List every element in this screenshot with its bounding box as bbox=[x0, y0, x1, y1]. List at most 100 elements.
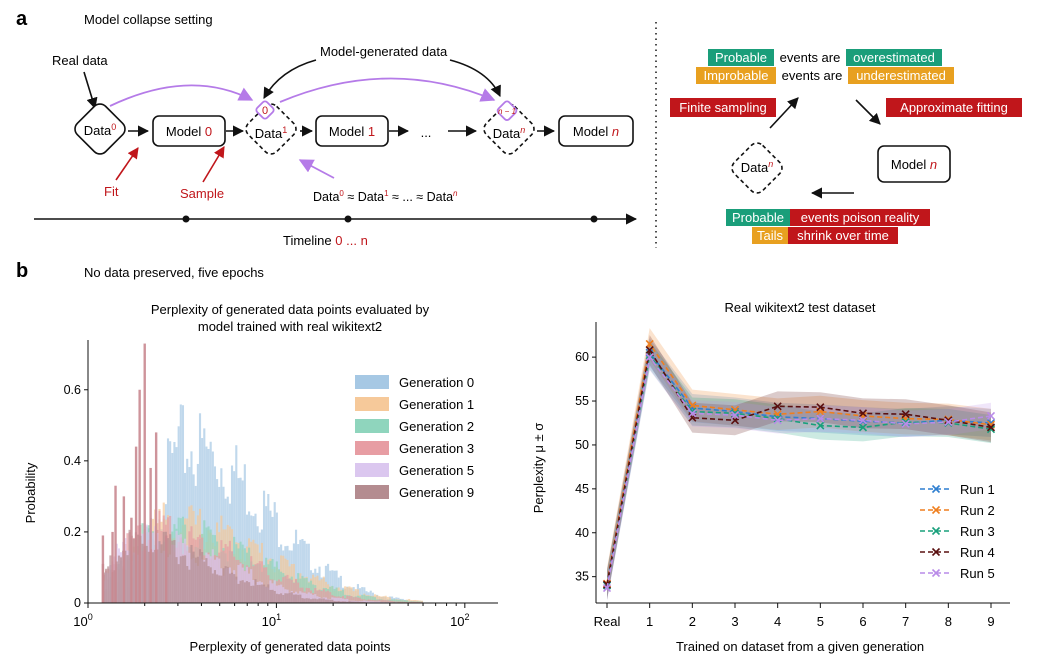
line-xtick-label: 6 bbox=[859, 614, 866, 629]
hist-spike bbox=[154, 432, 158, 603]
hist-bar bbox=[173, 441, 176, 603]
hist-bar bbox=[297, 594, 300, 603]
purple-arc-1 bbox=[109, 84, 254, 107]
line-ytick-label: 45 bbox=[575, 482, 589, 496]
hist-bar bbox=[410, 601, 413, 603]
hist-bar bbox=[115, 561, 118, 603]
hist-bar bbox=[376, 601, 379, 603]
hist-bar bbox=[361, 594, 364, 603]
series-point bbox=[816, 414, 825, 423]
hist-bar bbox=[412, 601, 415, 603]
hist-bar bbox=[322, 598, 325, 603]
hist-bar bbox=[301, 538, 304, 603]
hist-legend-label: Generation 1 bbox=[399, 397, 474, 412]
hist-bar bbox=[414, 599, 417, 603]
line-ytick-label: 40 bbox=[575, 526, 589, 540]
model1-label: Model bbox=[329, 124, 365, 139]
hist-bar bbox=[254, 579, 257, 603]
line-legend-label: Run 1 bbox=[960, 482, 995, 497]
hist-bar bbox=[314, 594, 317, 603]
hist-bar bbox=[329, 599, 332, 603]
cycle-tails: Tails bbox=[757, 228, 784, 243]
hist-bar bbox=[141, 543, 144, 603]
hist-bar bbox=[299, 539, 302, 603]
svg-text:Model 1: Model 1 bbox=[329, 124, 375, 139]
hist-bar bbox=[269, 510, 272, 603]
hist-bar bbox=[250, 585, 253, 603]
series-point bbox=[602, 584, 612, 593]
hist-bar bbox=[344, 601, 347, 603]
series-point bbox=[858, 423, 868, 432]
line-title: Real wikitext2 test dataset bbox=[724, 300, 875, 315]
hist-bar bbox=[194, 557, 197, 603]
histogram-chart: Perplexity of generated data points eval… bbox=[23, 302, 498, 654]
series-point bbox=[901, 419, 910, 428]
hist-bar bbox=[414, 601, 417, 603]
datan-marker-label: n − 1 bbox=[498, 107, 516, 116]
hist-bar bbox=[222, 568, 225, 603]
hist-bar bbox=[256, 584, 259, 603]
hist-bar bbox=[388, 600, 392, 603]
line-xlabel: Trained on dataset from a given generati… bbox=[676, 639, 924, 654]
hist-bar bbox=[369, 601, 372, 603]
hist-bar bbox=[359, 597, 362, 603]
fit-arrow bbox=[115, 147, 139, 181]
hist-legend-swatch bbox=[355, 441, 389, 455]
hist-bar bbox=[363, 600, 366, 603]
hist-bar bbox=[209, 441, 212, 603]
hist-xtick-label: 102 bbox=[450, 612, 469, 629]
hist-bar bbox=[211, 573, 214, 603]
line-legend-label: Run 3 bbox=[960, 524, 995, 539]
hist-bar bbox=[277, 585, 281, 603]
hist-legend-label: Generation 9 bbox=[399, 485, 474, 500]
hist-bar bbox=[352, 597, 355, 603]
hist-bar bbox=[416, 601, 419, 603]
finite-sampling-bg bbox=[670, 98, 776, 117]
series-point bbox=[986, 411, 996, 421]
svg-text:Model n: Model n bbox=[573, 124, 619, 139]
data0-node: Data0 bbox=[74, 103, 126, 155]
hist-bar bbox=[316, 599, 319, 603]
hist-bar bbox=[352, 601, 355, 603]
hist-bar bbox=[335, 601, 338, 603]
cycle-events-are-2: events are bbox=[782, 68, 843, 83]
hist-spike bbox=[122, 496, 126, 603]
hist-bar bbox=[331, 599, 334, 603]
hist-spike bbox=[164, 535, 168, 603]
hist-bar bbox=[177, 426, 180, 603]
hist-bar bbox=[326, 599, 330, 603]
hist-bar bbox=[162, 531, 165, 603]
hist-bar bbox=[305, 598, 308, 603]
hist-bar bbox=[314, 598, 317, 603]
hist-bar bbox=[169, 534, 172, 603]
hist-bar bbox=[350, 601, 353, 603]
line-legend-item: Run 1 bbox=[920, 482, 995, 497]
hist-bar bbox=[363, 594, 366, 603]
hist-bar bbox=[237, 583, 240, 603]
hist-bar bbox=[420, 600, 424, 603]
hist-bar bbox=[359, 601, 362, 603]
panel-a-title: Model collapse setting bbox=[84, 12, 213, 27]
cycle-datan-node: Datan bbox=[731, 142, 783, 194]
hist-bar bbox=[350, 596, 353, 603]
hist-bar bbox=[354, 596, 357, 603]
hist-bar bbox=[267, 584, 270, 603]
hist-bar bbox=[173, 540, 176, 603]
hist-bar bbox=[239, 580, 242, 603]
hist-bar bbox=[367, 599, 370, 603]
line-ytick-label: 35 bbox=[575, 570, 589, 584]
line-legend-item: Run 4 bbox=[920, 545, 995, 560]
approx-chain: Data0 ≈ Data1 ≈ ... ≈ Datan bbox=[313, 189, 458, 204]
panel-a-letter: a bbox=[16, 8, 28, 30]
hist-bar bbox=[301, 592, 304, 603]
hist-bar bbox=[203, 561, 206, 603]
hist-bar bbox=[228, 573, 231, 603]
hist-bar bbox=[107, 566, 110, 603]
hist-bar bbox=[335, 597, 338, 603]
hist-bar bbox=[303, 540, 306, 603]
hist-bar bbox=[294, 578, 298, 603]
data1-sup: 1 bbox=[282, 125, 287, 135]
hist-bar bbox=[233, 574, 236, 603]
series-point bbox=[944, 418, 953, 427]
